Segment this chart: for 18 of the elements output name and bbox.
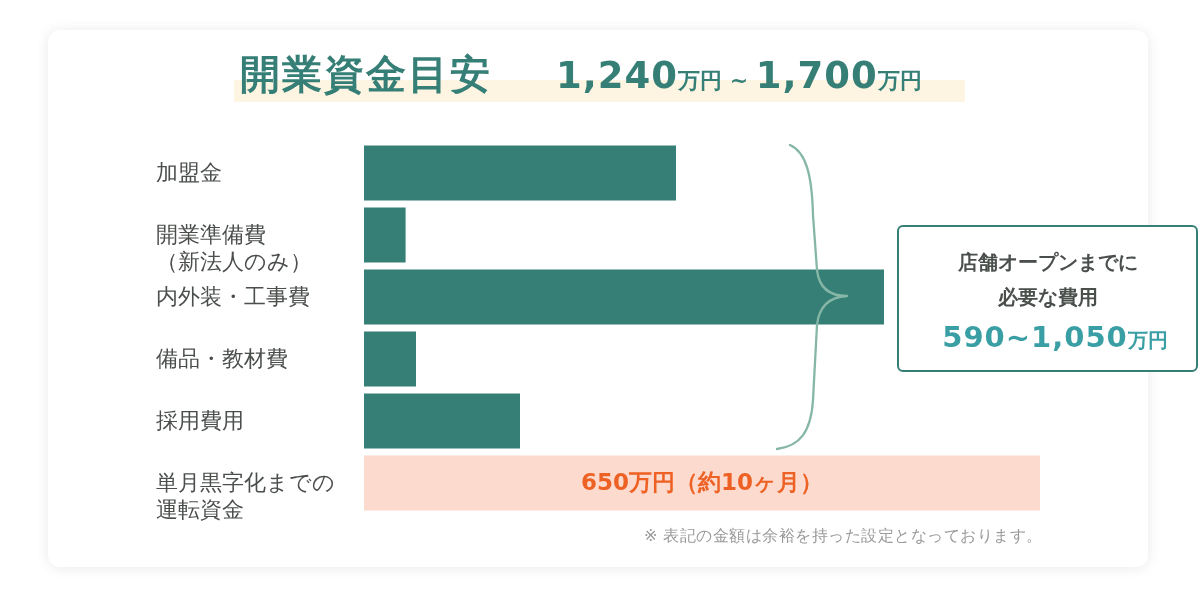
y-tick-label: 採用費用 xyxy=(155,408,244,434)
annotation: 590~1,050万円 xyxy=(942,320,1168,354)
annotation: 店舗オープンまでに必要な費用 xyxy=(956,249,1139,311)
y-tick-label: 単月黒字化までの運転資金 xyxy=(155,470,335,523)
data-label: 650万円（約10ヶ月） xyxy=(580,469,824,496)
text: ※ 表記の金額は余裕を持った設定となっております。 xyxy=(644,526,1043,547)
bar xyxy=(364,145,676,201)
chart-subtitle: 1,240万円 ~ 1,700万円 xyxy=(556,54,922,97)
chart-title: 開業資金目安 xyxy=(240,50,492,99)
bar xyxy=(364,331,416,387)
bar xyxy=(364,207,406,263)
y-tick-label: 加盟金 xyxy=(155,159,222,185)
bar xyxy=(364,393,520,449)
bar xyxy=(364,269,884,325)
bar xyxy=(364,455,1040,511)
y-tick-label: 備品・教材費 xyxy=(155,346,288,372)
y-tick-label: 開業準備費（新法人のみ） xyxy=(155,221,312,274)
y-tick-label: 内外装・工事費 xyxy=(155,283,310,309)
